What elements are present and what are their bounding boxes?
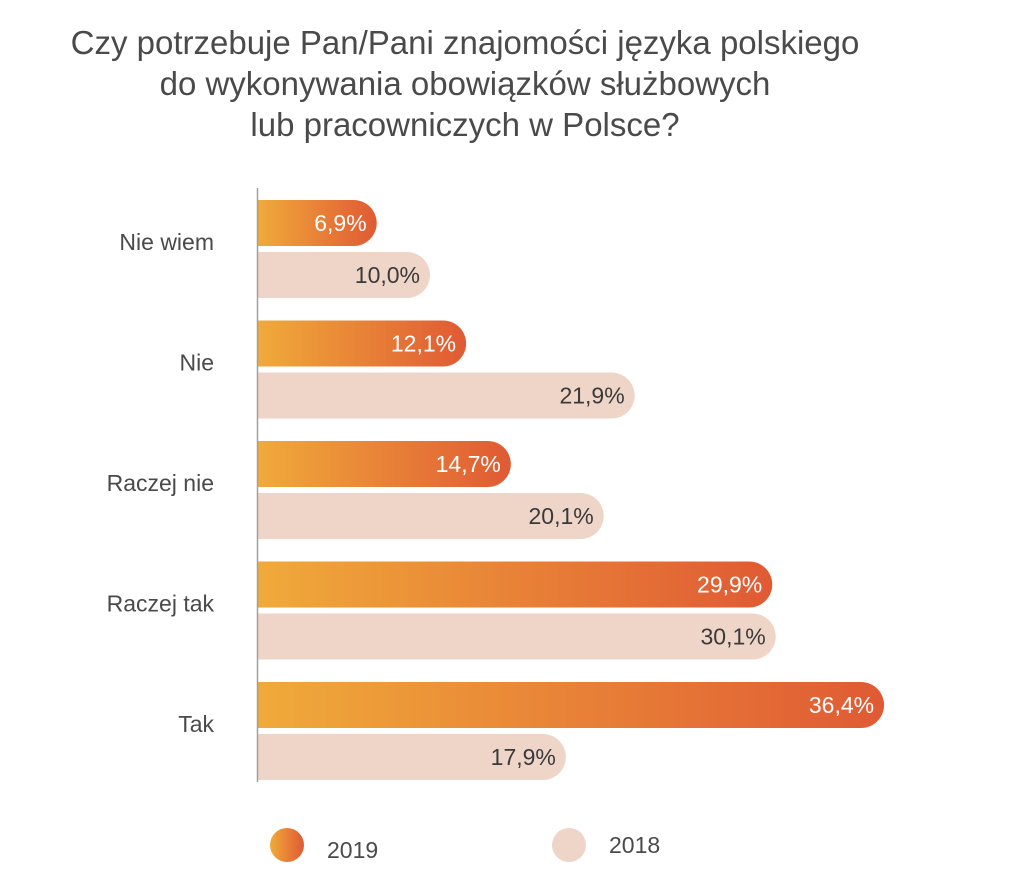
chart-title: Czy potrzebuje Pan/Pani znajomości język… <box>0 22 930 145</box>
legend-label-2018: 2018 <box>609 832 660 858</box>
category-label-3: Raczej tak <box>107 591 215 617</box>
value-label-2018-2: 20,1% <box>529 503 594 529</box>
category-label-0: Nie wiem <box>119 229 214 255</box>
legend-swatch-2018 <box>552 828 586 862</box>
value-label-2018-1: 21,9% <box>559 383 624 409</box>
category-label-2: Raczej nie <box>107 470 214 496</box>
chart-title-line-1: Czy potrzebuje Pan/Pani znajomości język… <box>70 24 860 61</box>
value-label-2018-3: 30,1% <box>701 624 766 650</box>
bar-2018-4 <box>258 734 566 780</box>
value-label-2018-0: 10,0% <box>355 262 420 288</box>
bar-2018-1 <box>258 372 635 419</box>
bar-2019-2 <box>258 441 511 487</box>
chart-title-line-3: lub pracowniczych w Polsce? <box>250 106 680 143</box>
value-label-2019-3: 29,9% <box>697 572 762 598</box>
value-label-2019-1: 12,1% <box>391 331 456 357</box>
bar-2018-0 <box>258 252 430 298</box>
category-label-4: Tak <box>178 711 214 737</box>
legend: 2019 2018 <box>270 828 660 863</box>
value-label-2018-4: 17,9% <box>491 744 556 770</box>
bar-2018-3 <box>258 613 776 660</box>
bar-2018-2 <box>258 493 604 539</box>
chart-title-line-2: do wykonywania obowiązków służbowych <box>159 65 771 102</box>
category-label-1: Nie <box>179 350 214 376</box>
bar-2019-0 <box>258 200 377 246</box>
value-label-2019-0: 6,9% <box>314 210 366 236</box>
legend-label-2019: 2019 <box>327 837 378 863</box>
legend-swatch-2019 <box>270 828 304 862</box>
bar-2019-4 <box>258 682 885 728</box>
value-label-2019-4: 36,4% <box>809 692 874 718</box>
value-label-2019-2: 14,7% <box>436 451 501 477</box>
bar-2019-1 <box>258 320 467 367</box>
bar-2019-3 <box>258 561 773 608</box>
